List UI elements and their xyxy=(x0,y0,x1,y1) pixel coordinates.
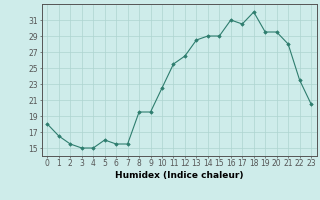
X-axis label: Humidex (Indice chaleur): Humidex (Indice chaleur) xyxy=(115,171,244,180)
